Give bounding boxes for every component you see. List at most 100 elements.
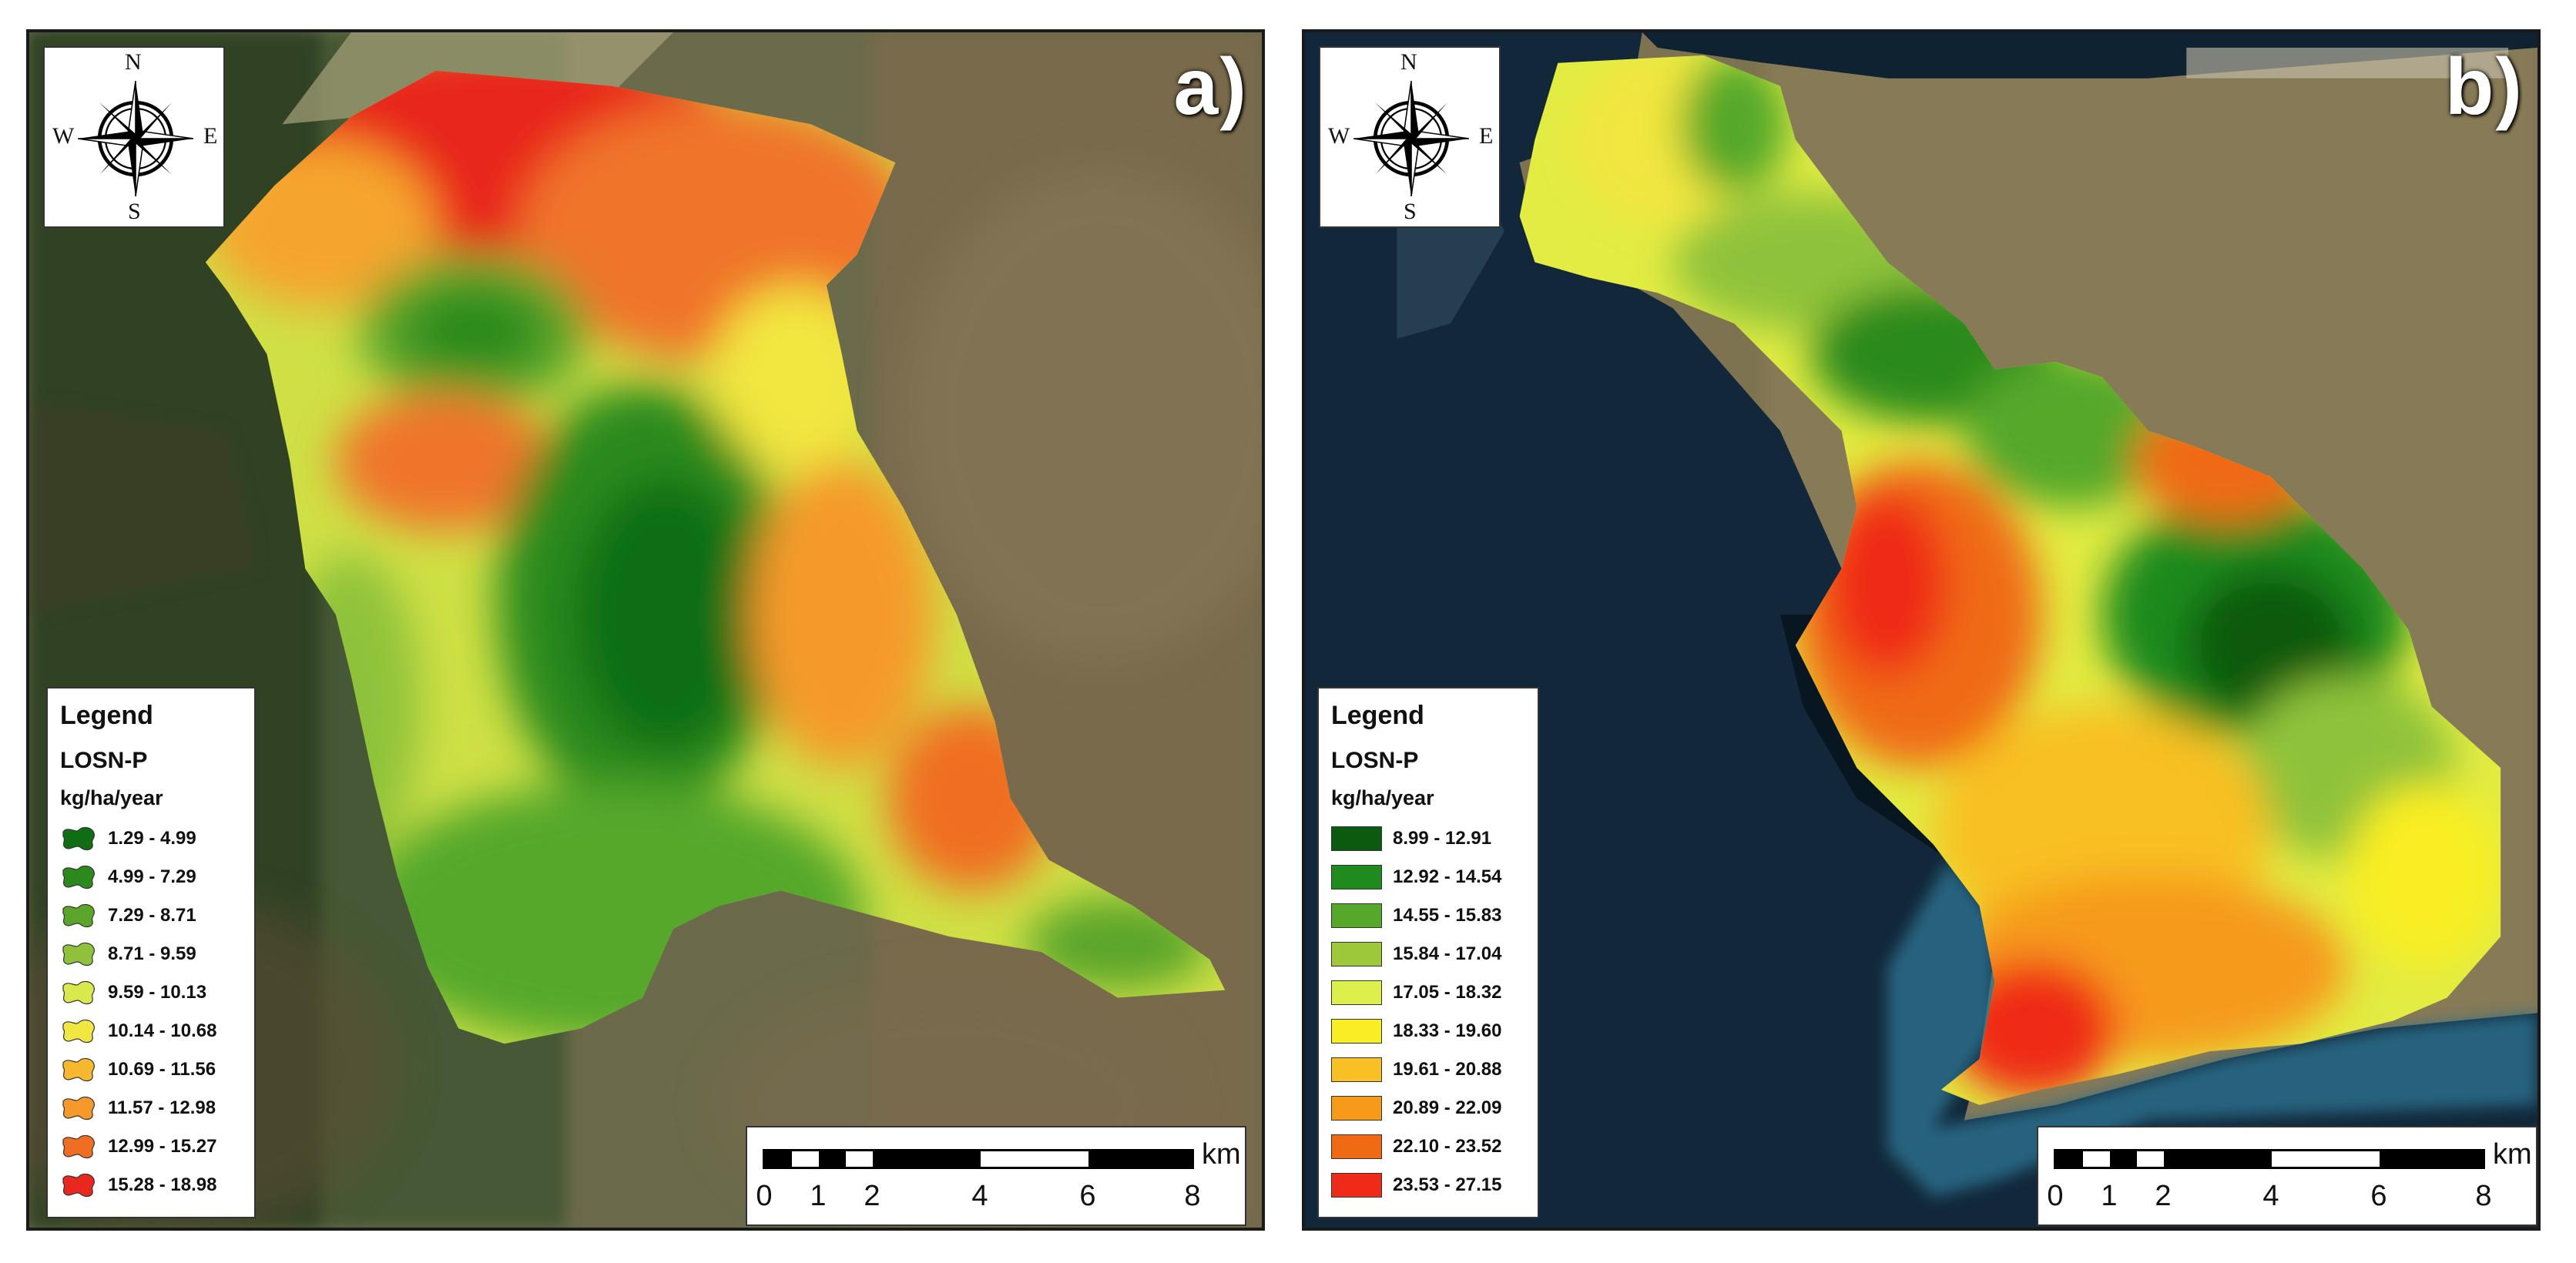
compass-star-icon — [1353, 81, 1469, 196]
scale-tick: 2 — [864, 1180, 880, 1212]
scale-unit: km — [1202, 1138, 1241, 1171]
map-panel-b: N S W E b) Legend LOSN-P kg/ha/year 8.99… — [1302, 29, 2541, 1231]
legend-label: 10.69 - 11.56 — [108, 1059, 216, 1080]
scale-tick: 6 — [1079, 1180, 1096, 1212]
legend-layer-name: LOSN-P — [1331, 748, 1419, 773]
legend-swatch — [62, 1134, 96, 1159]
scale-bar-graphic — [2054, 1149, 2485, 1169]
compass-rose: N S W E — [1319, 46, 1501, 228]
legend-item: 8.71 - 9.59 — [60, 935, 243, 973]
legend-label: 17.05 - 18.32 — [1393, 982, 1502, 1003]
legend-swatch — [62, 980, 96, 1005]
map-panel-a: N S W E a) Legend LOSN-P kg/ha/year 1.29… — [26, 29, 1265, 1231]
legend-swatch — [1331, 942, 1382, 967]
legend-item: 19.61 - 20.88 — [1331, 1050, 1527, 1089]
legend-swatch — [62, 1096, 96, 1121]
legend-item: 22.10 - 23.52 — [1331, 1127, 1527, 1166]
legend-classes: 1.29 - 4.99 4.99 - 7.29 7.29 - 8.71 8.71… — [60, 819, 243, 1204]
legend-label: 11.57 - 12.98 — [108, 1097, 216, 1118]
scale-tick: 0 — [756, 1180, 773, 1212]
legend-label: 14.55 - 15.83 — [1393, 905, 1502, 926]
compass-south-label: S — [1404, 199, 1417, 224]
legend-item: 15.84 - 17.04 — [1331, 935, 1527, 973]
legend-label: 20.89 - 22.09 — [1393, 1097, 1502, 1118]
legend-swatch — [1331, 1096, 1382, 1121]
legend-title: Legend — [1331, 701, 1424, 730]
legend-swatch — [1331, 903, 1382, 928]
legend-swatch — [62, 903, 96, 928]
legend-item: 14.55 - 15.83 — [1331, 896, 1527, 935]
legend-swatch — [62, 1173, 96, 1198]
legend-swatch — [1331, 1173, 1382, 1198]
legend-item: 12.92 - 14.54 — [1331, 858, 1527, 896]
legend-swatch — [62, 865, 96, 889]
scale-tick: 8 — [1184, 1180, 1201, 1212]
legend-label: 7.29 - 8.71 — [108, 905, 196, 926]
legend-label: 9.59 - 10.13 — [108, 982, 207, 1003]
legend-item: 8.99 - 12.91 — [1331, 819, 1527, 858]
legend-title: Legend — [60, 701, 153, 730]
panel-label: b) — [2444, 42, 2524, 132]
compass-north-label: N — [1400, 49, 1417, 75]
scale-tick: 6 — [2370, 1180, 2387, 1212]
legend-item: 18.33 - 19.60 — [1331, 1012, 1527, 1050]
scale-bar-graphic — [763, 1149, 1194, 1169]
legend-box: Legend LOSN-P kg/ha/year 8.99 - 12.91 12… — [1317, 687, 1539, 1218]
legend-swatch — [1331, 1019, 1382, 1044]
legend-label: 10.14 - 10.68 — [108, 1020, 217, 1041]
legend-label: 19.61 - 20.88 — [1393, 1059, 1502, 1080]
legend-item: 23.53 - 27.15 — [1331, 1166, 1527, 1204]
map-b-canvas — [1305, 32, 2537, 1228]
legend-layer-name: LOSN-P — [60, 748, 148, 773]
legend-item: 10.14 - 10.68 — [60, 1012, 243, 1050]
legend-swatch — [1331, 1057, 1382, 1082]
legend-swatch — [1331, 865, 1382, 889]
legend-swatch — [62, 1019, 96, 1044]
legend-item: 10.69 - 11.56 — [60, 1050, 243, 1089]
legend-label: 15.28 - 18.98 — [108, 1174, 217, 1195]
legend-classes: 8.99 - 12.91 12.92 - 14.54 14.55 - 15.83… — [1331, 819, 1527, 1204]
legend-label: 8.71 - 9.59 — [108, 943, 196, 964]
scale-tick: 1 — [810, 1180, 827, 1212]
legend-item: 1.29 - 4.99 — [60, 819, 243, 858]
legend-label: 1.29 - 4.99 — [108, 828, 196, 849]
legend-item: 12.99 - 15.27 — [60, 1127, 243, 1166]
scale-bar: km 0 1 2 4 6 8 — [2037, 1126, 2537, 1226]
legend-label: 12.99 - 15.27 — [108, 1136, 217, 1157]
legend-swatch — [1331, 1134, 1382, 1159]
legend-item: 9.59 - 10.13 — [60, 973, 243, 1012]
compass-east-label: E — [1479, 123, 1494, 149]
compass-east-label: E — [203, 123, 218, 149]
compass-north-label: N — [125, 49, 142, 75]
legend-label: 8.99 - 12.91 — [1393, 828, 1492, 849]
scale-tick: 1 — [2101, 1180, 2118, 1212]
legend-swatch — [62, 942, 96, 967]
legend-swatch — [62, 1057, 96, 1082]
legend-label: 18.33 - 19.60 — [1393, 1020, 1502, 1041]
scale-tick: 4 — [2262, 1180, 2279, 1212]
compass-south-label: S — [128, 199, 141, 224]
legend-label: 12.92 - 14.54 — [1393, 866, 1502, 887]
scale-tick: 2 — [2155, 1180, 2172, 1212]
compass-west-label: W — [52, 123, 75, 149]
legend-label: 15.84 - 17.04 — [1393, 943, 1502, 964]
legend-swatch — [62, 826, 96, 851]
panel-label: a) — [1173, 42, 1248, 132]
legend-label: 23.53 - 27.15 — [1393, 1174, 1502, 1195]
legend-label: 4.99 - 7.29 — [108, 866, 196, 887]
scale-tick: 8 — [2475, 1180, 2492, 1212]
compass-rose: N S W E — [43, 46, 225, 228]
legend-item: 4.99 - 7.29 — [60, 858, 243, 896]
legend-swatch — [1331, 826, 1382, 851]
scale-tick: 0 — [2047, 1180, 2064, 1212]
legend-label: 22.10 - 23.52 — [1393, 1136, 1502, 1157]
legend-item: 17.05 - 18.32 — [1331, 973, 1527, 1012]
compass-west-label: W — [1328, 123, 1350, 149]
legend-item: 20.89 - 22.09 — [1331, 1089, 1527, 1127]
legend-item: 15.28 - 18.98 — [60, 1166, 243, 1204]
scale-bar: km 0 1 2 4 6 8 — [746, 1126, 1246, 1226]
scale-tick: 4 — [971, 1180, 988, 1212]
scale-unit: km — [2493, 1138, 2532, 1171]
legend-box: Legend LOSN-P kg/ha/year 1.29 - 4.99 4.9… — [46, 687, 256, 1218]
legend-unit: kg/ha/year — [1331, 786, 1434, 809]
